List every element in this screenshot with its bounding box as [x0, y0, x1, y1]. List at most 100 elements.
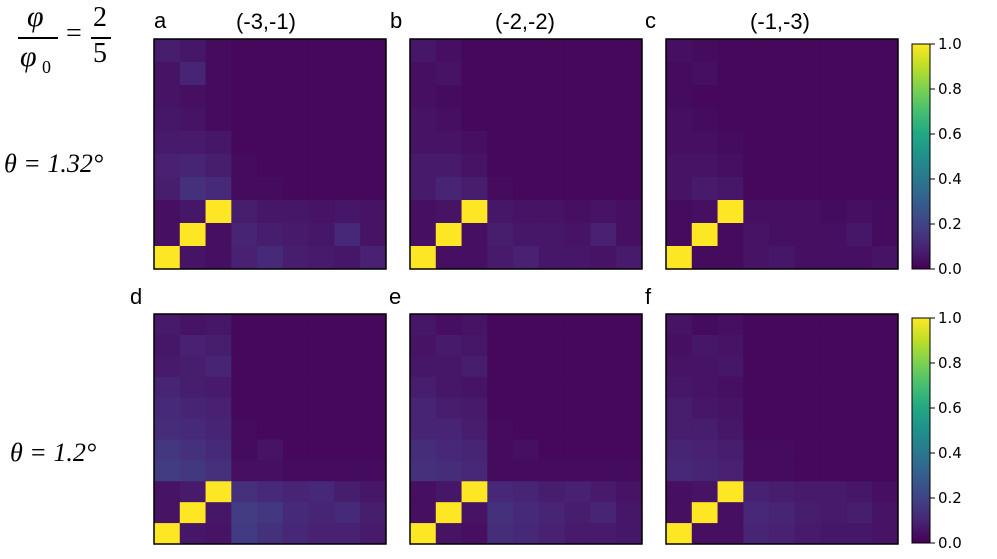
heatmap-cell — [691, 418, 719, 440]
row-label-2: θ = 1.2° — [10, 438, 97, 467]
heatmap-cell — [308, 418, 335, 440]
heatmap-cell — [590, 177, 617, 201]
heatmap-cell — [846, 39, 873, 63]
heatmap-cell — [154, 200, 181, 224]
heatmap-cell — [308, 223, 335, 247]
heatmap-cell — [513, 62, 540, 86]
heatmap-cell — [257, 223, 284, 247]
heatmap-cell — [691, 355, 719, 378]
heatmap-cell — [205, 439, 232, 461]
heatmap-cell — [257, 523, 284, 545]
heatmap-cell — [872, 108, 899, 132]
heatmap-cell — [513, 418, 540, 440]
heatmap-cell — [717, 223, 744, 247]
colorbar-tick-label: 0.0 — [938, 534, 962, 552]
heatmap-cell — [846, 376, 873, 399]
heatmap-cell — [538, 481, 566, 503]
heatmap-cell — [282, 108, 310, 132]
heatmap-cell — [769, 39, 796, 63]
heatmap-cell — [513, 131, 540, 155]
heatmap-cell — [717, 154, 744, 178]
heatmap-cell — [487, 397, 514, 420]
heatmap-cell — [257, 481, 284, 503]
heatmap-cell — [410, 397, 437, 420]
heatmap-cell — [410, 62, 437, 86]
heatmap-cell — [743, 334, 770, 357]
heatmap-cell — [257, 62, 284, 86]
heatmap-cell — [308, 108, 335, 132]
heatmap-cell — [590, 460, 617, 482]
heatmap-cell — [691, 85, 719, 109]
heatmap-cell — [666, 397, 693, 420]
heatmap-cell — [513, 460, 540, 482]
heatmap-cell — [257, 177, 284, 201]
heatmap-cell — [794, 460, 822, 482]
heatmap-cell — [820, 481, 847, 503]
heatmap-cell — [435, 85, 463, 109]
heatmap-cell — [360, 62, 387, 86]
heatmap-cell — [257, 334, 284, 357]
heatmap-panel-b — [409, 38, 643, 270]
heatmap-cell — [794, 523, 822, 545]
panel-letter-a: a — [154, 8, 167, 33]
panel-letter-c: c — [645, 8, 656, 33]
heatmap-cell — [334, 108, 361, 132]
heatmap-cell — [257, 154, 284, 178]
heatmap-cell — [179, 523, 207, 545]
heatmap-cell — [616, 131, 643, 155]
heatmap-cell — [590, 39, 617, 63]
heatmap-cell — [717, 131, 744, 155]
heatmap-cell — [205, 246, 232, 270]
heatmap-cell — [691, 481, 719, 503]
heatmap-cell — [257, 200, 284, 224]
heatmap-cell — [435, 418, 463, 440]
heatmap-cell — [691, 460, 719, 482]
heatmap-cell — [334, 62, 361, 86]
heatmap-cell — [334, 376, 361, 399]
heatmap-panel-a — [153, 38, 387, 270]
colorbar-tick-label: 0.8 — [938, 80, 962, 98]
heatmap-cell — [564, 481, 591, 503]
heatmap-cell — [410, 131, 437, 155]
heatmap-cell — [179, 460, 207, 482]
heatmap-cell — [257, 131, 284, 155]
heatmap-cell — [282, 355, 310, 378]
heatmap-cell — [360, 200, 387, 224]
heatmap-cell — [410, 246, 437, 270]
heatmap-cell — [691, 108, 719, 132]
heatmap-cell — [616, 154, 643, 178]
heatmap-cell — [769, 397, 796, 420]
heatmap-cell — [308, 177, 335, 201]
heatmap-cell — [179, 62, 207, 86]
heatmap-cell — [334, 502, 361, 524]
heatmap-cell — [616, 223, 643, 247]
heatmap-cell — [769, 502, 796, 524]
heatmap-cell — [743, 502, 770, 524]
heatmap-cell — [257, 439, 284, 461]
heatmap-cell — [717, 355, 744, 378]
heatmap-cell — [717, 523, 744, 545]
heatmap-cell — [872, 481, 899, 503]
heatmap-cell — [616, 418, 643, 440]
heatmap-cell — [846, 314, 873, 336]
colorbar-tick-label: 0.4 — [938, 170, 962, 188]
heatmap-cell — [769, 200, 796, 224]
heatmap-cell — [590, 223, 617, 247]
heatmap-cell — [154, 439, 181, 461]
heatmap-cell — [717, 397, 744, 420]
heatmap-cell — [435, 177, 463, 201]
heatmap-cell — [257, 39, 284, 63]
heatmap-cell — [538, 246, 566, 270]
heatmap-cell — [308, 131, 335, 155]
heatmap-cell — [769, 314, 796, 336]
heatmap-cell — [205, 131, 232, 155]
heatmap-cell — [717, 502, 744, 524]
heatmap-cell — [717, 177, 744, 201]
heatmap-cell — [461, 177, 488, 201]
heatmap-cell — [461, 223, 488, 247]
heatmap-cell — [820, 334, 847, 357]
heatmap-cell — [257, 314, 284, 336]
heatmap-cell — [282, 246, 310, 270]
flux-phi-denominator: φ — [20, 40, 37, 73]
heatmap-cell — [794, 131, 822, 155]
